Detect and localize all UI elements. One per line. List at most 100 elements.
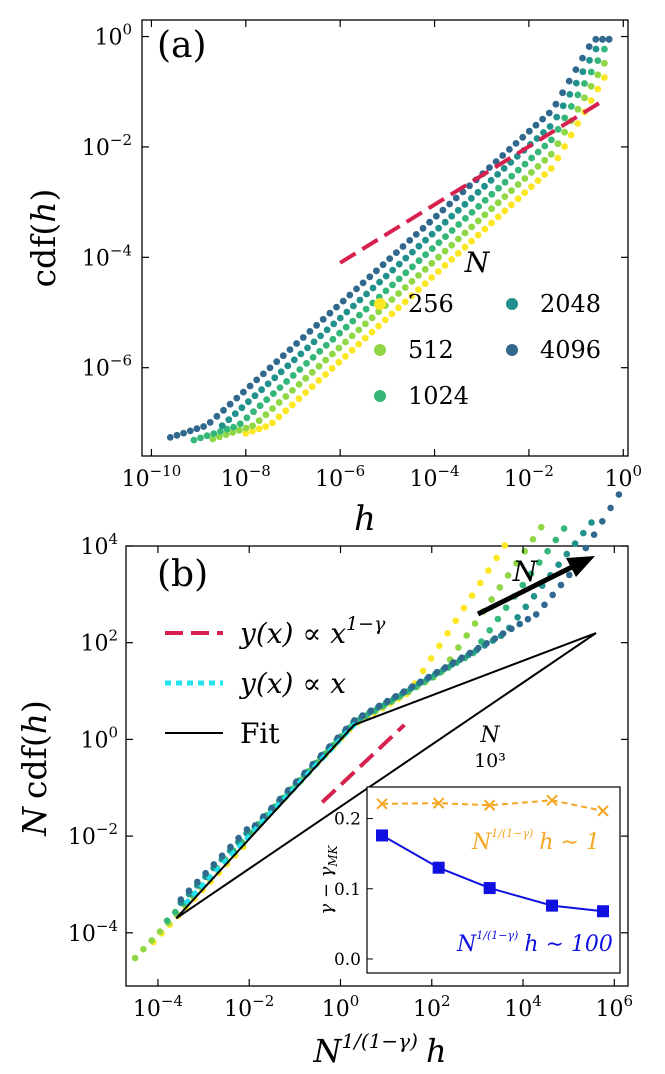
panel-a-point-2048-30	[415, 242, 423, 250]
panel-a-point-2048-36	[454, 206, 462, 214]
panel-b-point-2-0	[163, 917, 171, 924]
panel-a-point-512-30	[408, 278, 416, 285]
panel-a-point-512-23	[362, 320, 369, 328]
panel-a-point-4096-7	[213, 412, 221, 420]
panel-a-point-256-46	[547, 165, 555, 172]
panel-b-point-4-4	[210, 861, 218, 868]
panel-b-legend-label-1: y(x) ∝ x	[238, 667, 346, 700]
panel-b-point-0-40	[477, 579, 484, 587]
panel-b-y-tick-label-3: 102	[80, 627, 118, 657]
panel-a-point-4096-9	[226, 400, 234, 408]
panel-a-point-256-14	[335, 358, 343, 366]
panel-a-point-512-57	[587, 82, 595, 90]
panel-a-point-512-37	[455, 235, 462, 243]
panel-a-point-1024-55	[554, 125, 562, 133]
panel-a-point-2048-38	[468, 194, 475, 202]
panel-a-point-1024-53	[541, 142, 549, 150]
panel-a-point-256-10	[308, 383, 316, 390]
panel-a-point-1024-56	[561, 114, 569, 122]
inset-y-tick-label-1: 0.1	[334, 880, 361, 900]
panel-a-point-1024-16	[296, 366, 304, 373]
panel-a-point-2048-48	[533, 135, 541, 142]
panel-a-point-4096-63	[585, 43, 593, 50]
panel-a-point-2048-32	[428, 230, 436, 238]
panel-b-point-3-46	[555, 561, 562, 568]
panel-a-point-2048-0	[218, 422, 226, 429]
panel-a-point-2048-55	[579, 68, 587, 76]
panel-a-point-2048-3	[238, 404, 246, 412]
panel-a-point-256-40	[508, 201, 515, 209]
panel-a-point-512-31	[415, 272, 422, 279]
panel-b-point-4-39	[499, 630, 507, 637]
panel-b-point-4-40	[508, 625, 515, 633]
panel-b-point-0-38	[460, 604, 468, 612]
panel-a-point-4096-59	[559, 89, 566, 97]
panel-a-point-1024-49	[514, 166, 522, 174]
panel-b-point-1-41	[471, 620, 479, 627]
panel-a-point-2048-54	[572, 79, 580, 87]
panel-a-point-512-59	[601, 59, 608, 67]
panel-a-point-2048-19	[343, 308, 351, 316]
panel-a-y-axis-label: cdf(h)	[24, 189, 63, 288]
panel-a-point-512-39	[468, 223, 476, 231]
panel-a-point-4096-55	[532, 121, 540, 129]
panel-a-point-256-38	[494, 213, 502, 221]
panel-b-point-4-31	[433, 668, 441, 676]
panel-a-point-512-8	[262, 411, 270, 419]
panel-a-point-2048-26	[389, 266, 397, 274]
panel-a-point-2048-14	[310, 338, 318, 346]
panel-a-point-256-4	[269, 419, 276, 427]
panel-a-point-256-43	[528, 183, 535, 191]
panel-a-point-256-12	[322, 371, 329, 378]
panel-a-point-4096-20	[299, 334, 307, 341]
panel-a-point-512-38	[461, 229, 469, 237]
panel-a-point-512-52	[554, 140, 562, 148]
panel-a-point-512-18	[328, 350, 336, 358]
panel-a-point-1024-19	[316, 347, 324, 355]
panel-a-point-256-49	[567, 131, 575, 139]
panel-b-point-1-3	[156, 928, 164, 935]
panel-a-point-1024-40	[455, 221, 463, 228]
panel-a-point-256-1	[249, 427, 256, 435]
panel-a-point-4096-29	[359, 279, 367, 287]
panel-b-reference-line-0	[320, 723, 406, 804]
panel-a-point-256-50	[574, 120, 582, 127]
panel-a-point-4096-64	[592, 35, 600, 43]
panel-b-x-tick-label-0: 10−4	[133, 992, 183, 1022]
panel-a-point-512-19	[335, 344, 343, 352]
panel-a-point-1024-50	[521, 160, 529, 168]
panel-b-x-ticks: 10−4 10−2 100 102 104 106	[133, 546, 633, 1022]
panel-a-point-1024-26	[362, 305, 370, 313]
inset-marker-square-0	[376, 829, 388, 842]
panel-a-point-2048-37	[461, 200, 469, 208]
panel-b-point-4-5	[218, 852, 226, 859]
panel-a-point-4096-57	[545, 109, 553, 117]
panel-a-point-512-16	[315, 362, 323, 370]
panel-a-point-2048-23	[369, 284, 377, 292]
panel-b-point-3-43	[530, 593, 538, 600]
panel-b-label: (b)	[157, 554, 208, 595]
panel-a-point-256-32	[454, 249, 462, 257]
panel-a-point-256-29	[435, 268, 442, 275]
inset-marker-x-0	[376, 798, 388, 810]
panel-a-point-2048-5	[251, 392, 259, 400]
panel-a-point-2048-2	[231, 410, 239, 418]
panel-a-point-4096-37	[412, 231, 420, 238]
panel-a-point-1024-11	[263, 396, 271, 404]
panel-a-point-512-10	[275, 399, 283, 406]
panel-b-point-4-51	[599, 518, 606, 525]
panel-a-point-2048-1	[225, 416, 233, 424]
panel-a-point-4096-14	[260, 370, 267, 378]
panel-a-point-4096-17	[279, 352, 287, 360]
panel-a-point-512-36	[448, 241, 456, 249]
panel-a-point-4096-51	[506, 146, 513, 153]
panel-a-point-512-33	[428, 259, 436, 267]
panel-a-point-4096-61	[572, 66, 580, 73]
panel-a-y-tick-label-0: 10−6	[82, 352, 132, 382]
panel-a-point-1024-48	[508, 172, 516, 180]
panel-b-x-tick-label-5: 106	[596, 992, 634, 1022]
panel-a-point-512-1	[216, 433, 223, 441]
panel-a-point-2048-11	[290, 356, 298, 364]
panel-a-point-1024-20	[322, 341, 330, 349]
panel-a-point-512-53	[561, 128, 568, 136]
